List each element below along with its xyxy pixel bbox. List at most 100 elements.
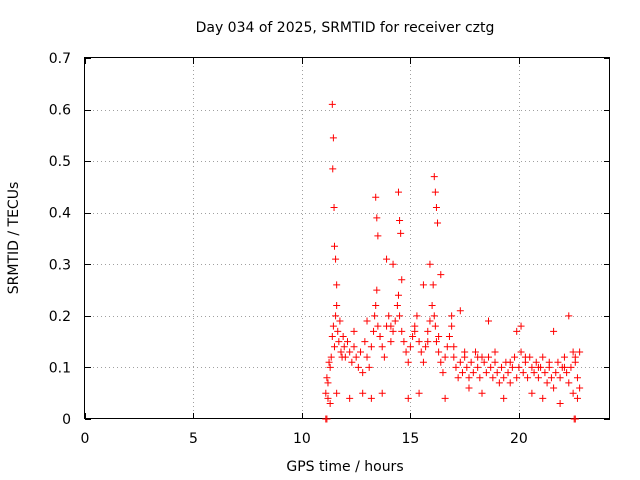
data-point — [419, 358, 427, 366]
data-point — [506, 358, 514, 366]
data-point — [500, 374, 508, 382]
data-point — [571, 415, 579, 423]
data-point — [435, 348, 443, 356]
data-point — [513, 327, 521, 335]
data-point — [452, 363, 460, 371]
data-point — [465, 384, 473, 392]
data-point — [534, 374, 542, 382]
data-point — [326, 400, 334, 408]
data-point — [493, 369, 501, 377]
data-point — [344, 338, 351, 346]
data-point — [397, 229, 405, 237]
data-point — [357, 348, 365, 356]
data-point — [550, 327, 558, 335]
data-point — [432, 204, 440, 212]
x-tick-label: 0 — [81, 431, 90, 447]
y-tick-label: 0.6 — [49, 103, 71, 119]
data-point — [541, 369, 549, 377]
data-point — [391, 317, 399, 325]
data-point — [413, 312, 421, 320]
data-point — [478, 389, 486, 397]
data-point — [348, 358, 356, 366]
data-point — [346, 348, 354, 356]
data-point — [387, 338, 395, 346]
data-point — [334, 327, 342, 335]
data-point — [374, 232, 382, 240]
data-point — [439, 369, 447, 377]
data-point — [454, 374, 462, 382]
data-point — [378, 343, 386, 351]
data-point — [411, 327, 419, 335]
data-point — [528, 363, 536, 371]
data-point — [324, 379, 332, 387]
data-point — [329, 165, 337, 173]
data-point — [513, 374, 521, 382]
data-point — [448, 312, 456, 320]
data-point — [417, 348, 425, 356]
y-tick-label: 0.7 — [49, 51, 71, 67]
data-point — [573, 374, 581, 382]
data-point — [323, 374, 331, 382]
data-point — [332, 312, 340, 320]
data-point — [330, 343, 338, 351]
chart-title: Day 034 of 2025, SRMTID for receiver czt… — [196, 20, 495, 36]
data-point — [556, 400, 564, 408]
data-point — [409, 332, 417, 340]
data-point — [534, 363, 542, 371]
data-point — [543, 379, 551, 387]
data-point — [367, 394, 375, 402]
data-point — [333, 281, 341, 289]
data-point — [576, 384, 584, 392]
data-point — [398, 327, 406, 335]
data-point — [371, 312, 379, 320]
data-point — [400, 338, 408, 346]
data-point — [467, 358, 475, 366]
data-point — [333, 302, 341, 310]
data-point — [359, 389, 367, 397]
data-point — [539, 394, 547, 402]
data-point — [504, 369, 512, 377]
data-point — [419, 281, 427, 289]
data-point — [373, 286, 381, 294]
data-point — [569, 348, 577, 356]
data-point — [485, 317, 493, 325]
data-point — [571, 353, 579, 361]
data-point — [489, 374, 497, 382]
data-point — [515, 363, 523, 371]
data-point — [415, 338, 423, 346]
data-point — [434, 219, 442, 227]
data-point — [327, 353, 335, 361]
data-point — [431, 188, 439, 196]
data-point — [415, 389, 423, 397]
data-point — [330, 242, 338, 250]
data-point — [404, 394, 412, 402]
data-point — [396, 216, 404, 224]
data-point — [376, 332, 384, 340]
data-point — [474, 363, 482, 371]
y-tick-label: 0 — [62, 412, 71, 428]
data-point — [383, 255, 391, 263]
data-point — [352, 353, 360, 361]
data-point — [517, 348, 525, 356]
y-ticks: 0 0.1 0.2 0.3 0.4 0.5 0.6 0.7 — [49, 51, 610, 428]
data-points — [322, 100, 584, 423]
data-point — [424, 338, 432, 346]
data-point — [336, 317, 344, 325]
data-point — [458, 369, 466, 377]
data-point — [565, 379, 573, 387]
data-point — [565, 312, 573, 320]
data-point — [491, 348, 499, 356]
data-point — [393, 302, 401, 310]
data-point — [333, 389, 341, 397]
data-point — [482, 369, 490, 377]
data-point — [389, 327, 397, 335]
data-point — [441, 394, 449, 402]
data-point — [367, 343, 375, 351]
data-point — [465, 374, 473, 382]
data-point — [330, 204, 338, 212]
data-point — [476, 374, 484, 382]
data-point — [359, 369, 367, 377]
data-point — [363, 353, 371, 361]
data-point — [443, 343, 451, 351]
